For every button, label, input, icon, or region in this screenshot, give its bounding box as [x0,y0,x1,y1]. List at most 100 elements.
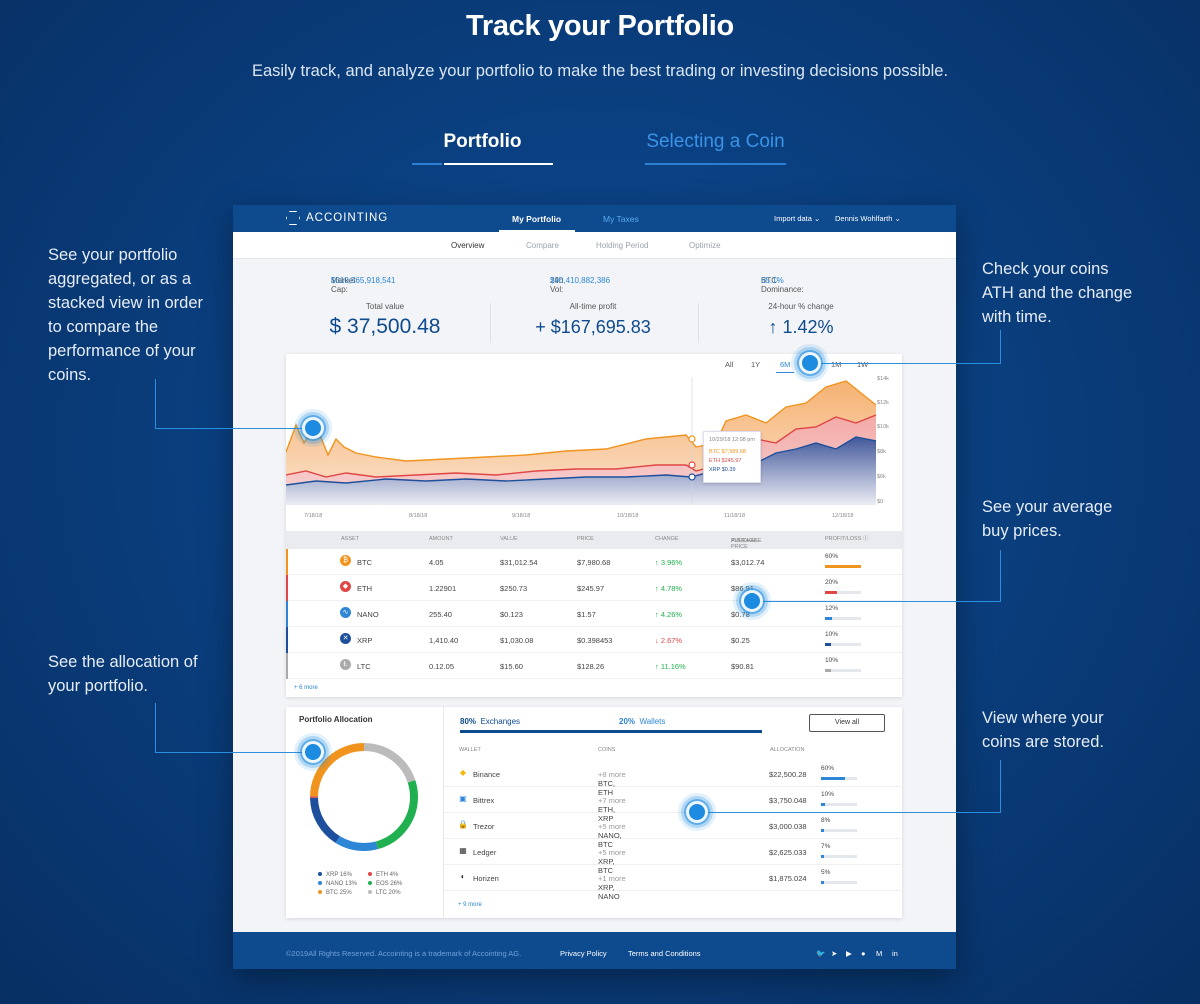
donut-segment [310,743,418,851]
table-row[interactable]: ✕ XRP 1,410.40 $1,030.08 $0.398453 ↓ 2.6… [286,627,902,653]
callout-aggregated: See your portfolio aggregated, or as a sta… [48,246,203,384]
donut-segment [310,743,418,851]
page-subtitle: Easily track, and analyze your portfolio… [251,62,949,80]
wallet-amount: $22,500.28 [769,770,807,779]
more-wallets-link[interactable]: + 9 more [458,902,482,908]
page-headline: Track your Portfolio [466,10,734,42]
range-6m[interactable]: 6M [776,360,795,373]
y-tick: $14k [877,376,889,382]
wallet-row[interactable]: ◆ Binance BTC, ETH +8 more $22,500.28 60… [444,761,901,797]
nav-user-menu[interactable]: Dennis Wohlfarth ⌄ [835,214,901,223]
range-1m[interactable]: 1M [831,360,842,369]
wallet-coins: NANO, BTC +5 more [598,822,626,849]
asset-symbol: XRP [357,636,373,645]
asset-change: ↑ 4.26% [655,610,683,619]
wallet-pct: 5% [821,869,831,876]
wallet-row[interactable]: ▦ Ledger XRP, BTC +5 more $2,625.033 7% [444,839,901,875]
tab-wallets[interactable]: 20% Wallets [619,717,666,726]
chart-tooltip: 10/29/18 12:08 pm BTC $7,989.68 ETH $245… [703,431,761,483]
table-row[interactable]: ₿ BTC 4.05 $31,012.54 $7,980.68 ↑ 3.96% … [286,549,902,575]
wallet-pct: 60% [821,765,835,772]
tab-selecting-coin[interactable]: Selecting a Coin [645,131,786,165]
wallet-coins: XRP, NANO +1 more [598,874,626,901]
hotspot-avg-price[interactable] [744,593,760,609]
asset-change: ↓ 2.67% [655,636,683,645]
telegram-icon[interactable]: ➤ [831,949,838,958]
table-row[interactable]: ◆ ETH 1.22901 $250.73 $245.97 ↑ 4.78% $8… [286,575,902,601]
table-row[interactable]: Ł LTC 0.12.05 $15.60 $128.26 ↑ 11.16% $9… [286,653,902,679]
wallet-coins: ETH, XRP +7 more [598,796,626,823]
callout-ath: Check your coins ATH and the change with t… [982,260,1133,326]
subnav-compare[interactable]: Compare [526,241,559,250]
profit-bar [825,565,861,568]
wallet-pct: 10% [821,791,835,798]
asset-price: $0.398453 [577,636,613,645]
kpi-all-time-profit: All-time profit + $167,695.83 [535,302,651,337]
footer-copyright: ©2019All Rights Reserved. Accointing is … [286,949,522,958]
youtube-icon[interactable]: ▶ [846,949,852,958]
hotspot-wallets[interactable] [689,804,705,820]
hotspot-chart[interactable] [305,420,321,436]
asset-profit-loss: 12% [825,605,839,612]
range-1w[interactable]: 1W [857,360,869,369]
ledger-icon: ▦ [459,846,467,855]
app-screenshot: ACCOINTING My Portfolio My Taxes Import … [233,205,956,969]
allocation-title: Portfolio Allocation [299,715,373,724]
wallet-row[interactable]: ▣ Bittrex ETH, XRP +7 more $3,750.048 10… [444,787,901,823]
asset-avg-price: $0.25 [731,636,750,645]
medium-icon[interactable]: M [876,949,883,958]
bittrex-icon: ▣ [459,794,467,803]
wallet-amount: $2,625.033 [769,848,807,857]
footer-privacy-link[interactable]: Privacy Policy [560,949,607,958]
asset-avg-price: $90.81 [731,662,754,671]
asset-symbol: BTC [357,558,372,567]
hotspot-range[interactable] [802,355,818,371]
tab-portfolio[interactable]: Portfolio [412,131,553,165]
view-all-button[interactable]: View all [809,714,885,732]
linkedin-icon[interactable]: in [892,949,898,958]
subnav-overview[interactable]: Overview [451,241,485,250]
wallet-name: Ledger [473,848,497,857]
footer-terms-link[interactable]: Terms and Conditions [628,949,701,958]
wallet-row[interactable]: ◐ Horizen XRP, NANO +1 more $1,875.024 5… [444,865,901,901]
range-1y[interactable]: 1Y [751,360,761,369]
portfolio-area-chart [286,377,876,505]
app-logo[interactable]: ACCOINTING [286,211,388,225]
wallet-row[interactable]: 🔒 Trezor NANO, BTC +5 more $3,000.038 8% [444,813,901,849]
more-assets-link[interactable]: + 6 more [294,685,318,691]
wallet-bar [821,829,857,832]
asset-amount: 1,410.40 [429,636,459,645]
wallet-name: Binance [473,770,501,779]
table-row[interactable]: ∿ NANO 255.40 $0.123 $1.57 ↑ 4.26% $0.78… [286,601,902,627]
asset-price: $245.97 [577,584,605,593]
nano-icon: ∿ [340,607,351,618]
subnav-optimize[interactable]: Optimize [689,241,721,250]
app-footer: ©2019All Rights Reserved. Accointing is … [233,932,956,969]
callout-allocation: See the allocation of your portfolio. [48,653,198,695]
subnav: Overview Compare Holding Period Optimize [233,232,956,259]
nav-my-portfolio[interactable]: My Portfolio [512,214,562,224]
tab-portfolio-label: Portfolio [443,131,522,152]
asset-value: $15.60 [500,662,523,671]
tab-exchanges[interactable]: 80% Exchanges [460,717,521,726]
twitter-icon[interactable]: 🐦 [816,949,826,958]
y-tick: $6k [877,474,886,480]
wallet-pct: 7% [821,843,831,850]
allocation-donut-chart [310,743,418,851]
asset-profit-loss: 60% [825,553,839,560]
litecoin-icon: Ł [340,659,351,670]
asset-value: $0.123 [500,610,523,619]
chevron-down-icon: ⌄ [814,214,821,223]
range-all[interactable]: All [725,360,734,369]
hotspot-allocation[interactable] [305,744,321,760]
callout-avg-buy: See your average buy prices. [982,498,1113,540]
asset-avg-price: $86.91 [731,584,754,593]
hexagon-logo-icon [286,211,300,225]
legend-item: ETH 4% [368,872,398,878]
nav-my-taxes[interactable]: My Taxes [603,214,639,224]
reddit-icon[interactable]: ● [861,949,866,958]
legend-item: LTC 20% [368,890,401,896]
nav-import-data[interactable]: Import data ⌄ [774,214,821,223]
x-tick: 7/18/18 [304,513,323,519]
subnav-holding-period[interactable]: Holding Period [596,241,649,250]
